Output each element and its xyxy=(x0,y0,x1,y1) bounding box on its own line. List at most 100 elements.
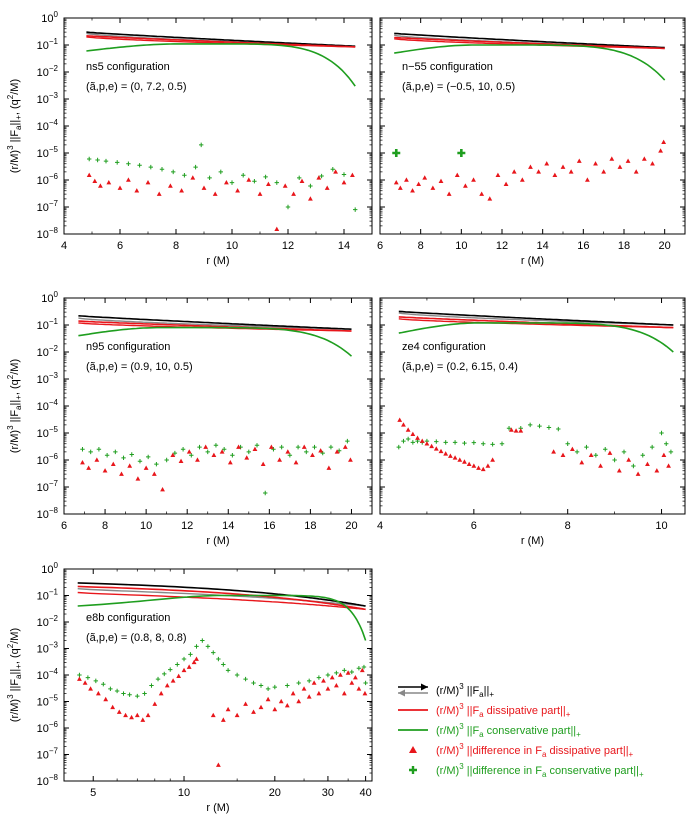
y-tick-label: 10−3 xyxy=(37,371,59,386)
dissipative-diff-point xyxy=(123,712,128,718)
y-tick-label: 10−7 xyxy=(37,747,59,762)
x-tick-label: 10 xyxy=(178,787,190,799)
conservative-diff-point xyxy=(506,426,512,431)
conservative-diff-point xyxy=(584,444,589,450)
conservative-diff-point xyxy=(121,455,126,461)
conservative-diff-point xyxy=(612,457,617,463)
dissipative-diff-point xyxy=(244,455,250,460)
dissipative-diff-point xyxy=(348,457,353,462)
dissipative-diff-point xyxy=(513,428,519,433)
conservative-diff-point xyxy=(181,656,187,662)
dissipative-diff-point xyxy=(145,712,151,718)
dissipative-diff-point xyxy=(134,188,140,193)
dissipative-diff-point xyxy=(471,177,476,182)
dissipative-diff-point xyxy=(658,148,663,153)
dissipative-diff-point xyxy=(607,450,613,455)
panel-params: (ã,p,e) = (0.8, 8, 0.8) xyxy=(86,632,187,644)
conservative-diff-point xyxy=(189,453,194,458)
dissipative-diff-point xyxy=(126,177,131,182)
conservative-diff-point xyxy=(325,672,331,678)
panel-ze4: 4 6 8 10 r (M) ze4 configuration (ã,p,e) = (0.… xyxy=(377,297,686,547)
y-tick-label: 10−7 xyxy=(37,199,59,214)
dissipative-diff-point xyxy=(349,680,355,685)
conservative-diff-point xyxy=(251,680,256,686)
conservative-diff-point xyxy=(593,453,599,458)
panel-title: e8b configuration xyxy=(86,612,170,624)
dissipative-diff-point xyxy=(77,676,82,681)
dissipative-diff-point xyxy=(235,188,240,193)
dissipative-diff-point xyxy=(129,714,134,720)
dissipative-diff-point xyxy=(179,188,184,193)
dissipative-diff-point xyxy=(568,169,574,174)
conservative-diff-point xyxy=(108,686,113,692)
conservative-diff-point xyxy=(104,453,110,458)
conservative-diff-point xyxy=(172,450,178,456)
dissipative-diff-point xyxy=(316,690,322,696)
x-tick-label: 16 xyxy=(263,520,275,532)
dissipative-diff-point xyxy=(251,709,256,714)
dissipative-diff-point xyxy=(447,453,453,458)
dissipative-diff-point xyxy=(576,158,582,163)
dissipative-diff-point xyxy=(454,172,460,178)
dissipative-diff-point xyxy=(326,465,332,470)
y-tick-label: 10−2 xyxy=(37,614,59,629)
dissipative-diff-point xyxy=(151,471,157,476)
x-tick-label: 6 xyxy=(471,520,477,532)
legend-arrow-head-return xyxy=(398,689,405,697)
conservative-diff-point xyxy=(252,179,257,184)
dissipative-diff-point xyxy=(616,468,622,473)
dissipative-curve-outgoing xyxy=(78,320,352,332)
y-tick-label: 10−1 xyxy=(37,37,59,52)
dissipative-diff-point xyxy=(519,177,525,182)
dissipative-diff-point xyxy=(127,463,133,468)
dissipative-diff-point xyxy=(579,460,585,465)
conservative-diff-point xyxy=(113,449,118,455)
dissipative-diff-point xyxy=(342,444,348,449)
conservative-diff-point xyxy=(246,449,251,455)
conservative-diff-point xyxy=(205,449,210,455)
dissipative-diff-point xyxy=(285,449,291,454)
dissipative-diff-point xyxy=(476,465,481,470)
conservative-diff-point xyxy=(304,449,309,455)
conservative-diff-point xyxy=(659,430,664,436)
dissipative-diff-point xyxy=(134,712,140,718)
x-tick-label: 16 xyxy=(577,240,589,252)
dissipative-diff-point xyxy=(415,435,420,440)
dissipative-diff-point xyxy=(152,701,158,706)
x-tick-label: 30 xyxy=(322,787,334,799)
conservative-diff-point xyxy=(271,447,276,452)
y-tick-label: 10−5 xyxy=(37,425,59,440)
dissipative-diff-point xyxy=(410,188,415,193)
dissipative-diff-point xyxy=(282,183,288,188)
conservative-diff-point xyxy=(649,444,655,450)
legend-label: (r/M)3 ||Fa conservative part||+ xyxy=(436,722,581,739)
dissipative-diff-point xyxy=(487,196,493,201)
conservative-diff-point xyxy=(213,443,219,448)
conservative-diff-point xyxy=(137,459,143,464)
conservative-diff-point xyxy=(145,454,151,460)
dissipative-diff-point xyxy=(329,674,335,680)
conservative-diff-point xyxy=(234,672,240,678)
conservative-diff-point xyxy=(155,676,161,682)
y-tick-label: 100 xyxy=(41,290,58,305)
dissipative-diff-point xyxy=(661,139,667,145)
x-tick-label: 20 xyxy=(269,787,281,799)
conservative-diff-point xyxy=(241,173,246,178)
plot-frame xyxy=(379,297,686,515)
conservative-diff-point xyxy=(574,449,580,455)
dissipative-diff-point xyxy=(626,457,632,462)
dissipative-diff-point xyxy=(654,468,660,473)
conservative-diff-point xyxy=(148,164,153,170)
dissipative-diff-point xyxy=(405,427,411,432)
dissipative-diff-point xyxy=(410,431,416,437)
conservative-diff-point xyxy=(330,167,335,172)
x-tick-label: 10 xyxy=(226,240,238,252)
conservative-diff-point xyxy=(490,442,495,447)
conservative-diff-point xyxy=(229,180,235,185)
conservative-diff-point xyxy=(319,173,324,179)
conservative-diff-point xyxy=(243,676,248,682)
dissipative-diff-point xyxy=(430,185,436,190)
dissipative-diff-point xyxy=(650,161,655,166)
dissipative-diff-point xyxy=(227,460,233,465)
